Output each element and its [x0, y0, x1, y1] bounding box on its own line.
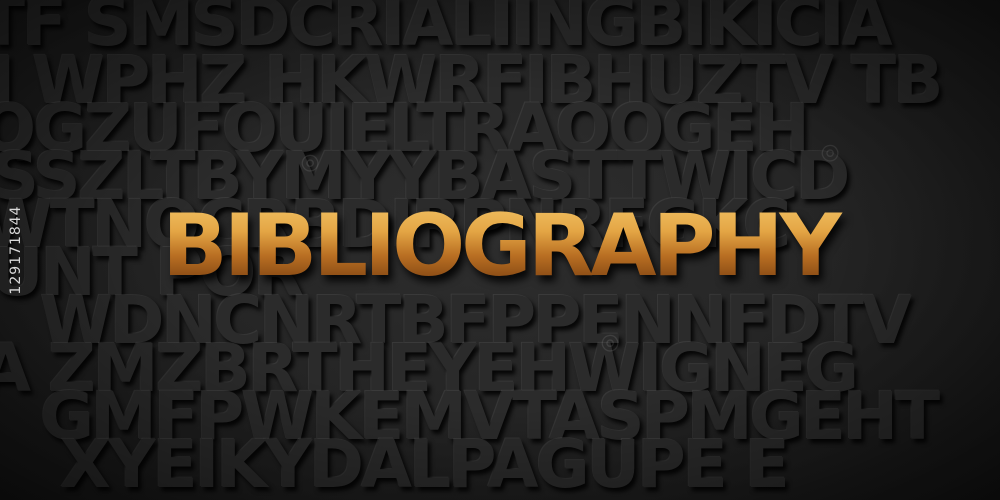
background-letter-row: XYEIKYDALPAGUPE E	[60, 426, 790, 500]
stock-image-id: 129171844	[8, 205, 24, 295]
gold-title-text: BIBLIOGRAPHY	[0, 196, 1000, 296]
